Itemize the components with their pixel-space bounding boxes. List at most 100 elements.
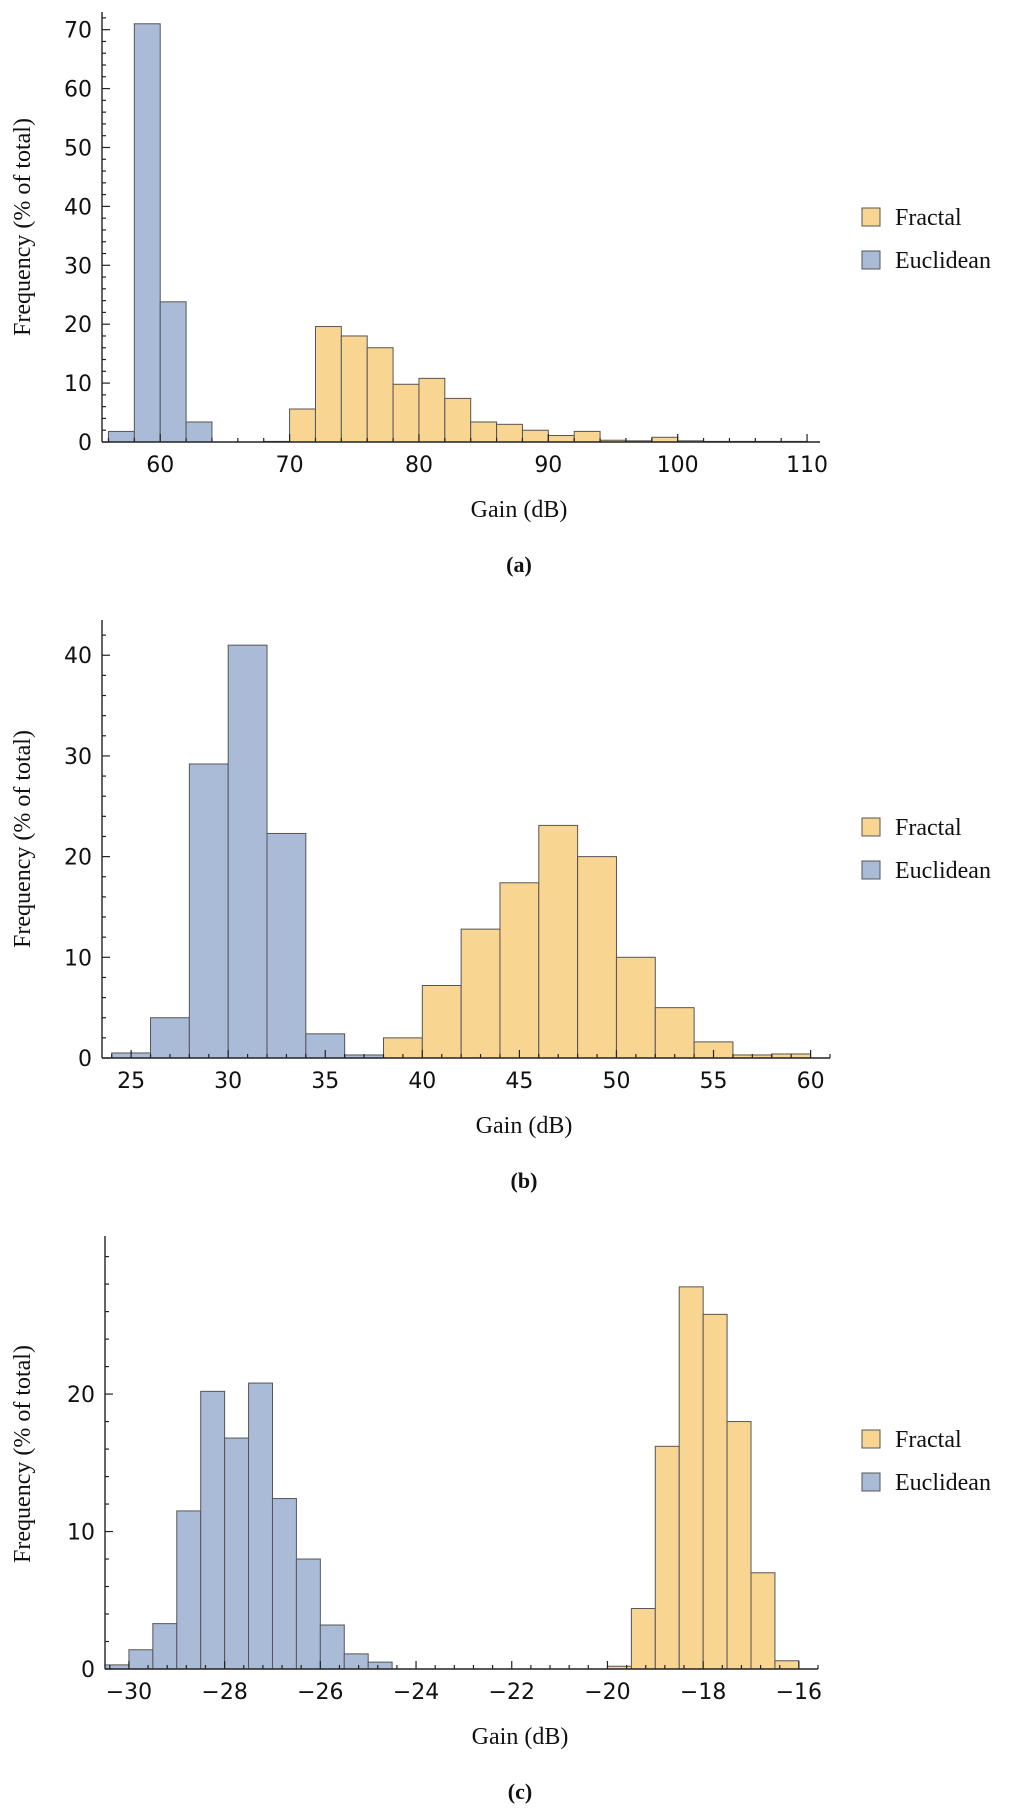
x-tick-label: −30 (106, 1680, 152, 1705)
x-tick-label: 55 (700, 1069, 728, 1094)
x-tick-label: 60 (146, 453, 174, 478)
y-tick-label: 30 (64, 745, 92, 770)
x-tick-label: 80 (405, 453, 433, 478)
bar-euclidean (128, 1649, 154, 1670)
panel-c-y-axis-title: Frequency (% of total) (10, 1345, 36, 1563)
legend-swatch-euclidean (861, 250, 881, 270)
y-tick-label: 0 (78, 1047, 92, 1072)
x-tick-label: −20 (584, 1680, 630, 1705)
bar-fractal (418, 377, 446, 443)
legend-swatch-euclidean (861, 1472, 881, 1492)
bar-fractal (314, 326, 342, 443)
x-tick-label: −22 (489, 1680, 535, 1705)
bar-euclidean (185, 421, 213, 443)
bar-fractal (444, 397, 472, 443)
legend-swatch-euclidean (861, 860, 881, 880)
bar-euclidean (133, 23, 161, 443)
bar-euclidean (176, 1510, 202, 1670)
panel-a-ticks: 60 70 80 90 100 110 0 10 20 30 40 50 60 70 (64, 17, 828, 478)
panel-c-x-axis-title: Gain (dB) (472, 1724, 569, 1750)
x-tick-label: 90 (534, 453, 562, 478)
bar-euclidean (343, 1653, 369, 1670)
panel-c-bars (104, 1286, 800, 1670)
legend-label-fractal: Fractal (895, 815, 962, 841)
bar-euclidean (150, 1017, 190, 1059)
bar-fractal (289, 408, 316, 443)
bar-fractal (702, 1313, 728, 1670)
x-tick-label: 110 (786, 453, 828, 478)
panel-a-caption: (a) (506, 552, 532, 577)
panel-b-x-axis-title: Gain (dB) (476, 1113, 573, 1139)
bar-fractal (774, 1660, 800, 1670)
bar-euclidean (266, 832, 307, 1059)
bar-euclidean (367, 1661, 393, 1670)
panel-b-bars (111, 644, 812, 1059)
legend-label-euclidean: Euclidean (895, 858, 991, 884)
legend-label-fractal: Fractal (895, 205, 962, 231)
x-tick-label: 45 (505, 1069, 533, 1094)
x-tick-label: 60 (797, 1069, 825, 1094)
bar-fractal (750, 1572, 776, 1670)
y-tick-label: 10 (64, 946, 92, 971)
y-tick-label: 20 (67, 1383, 95, 1408)
bar-fractal (470, 421, 498, 443)
bar-euclidean (200, 1390, 226, 1670)
y-tick-label: 60 (64, 78, 92, 103)
x-tick-label: 25 (117, 1069, 145, 1094)
bar-fractal (366, 347, 394, 443)
bar-fractal (573, 430, 601, 443)
panel-b-y-axis-title: Frequency (% of total) (10, 730, 36, 948)
bar-euclidean (271, 1498, 297, 1670)
bar-fractal (726, 1421, 752, 1670)
bar-fractal (577, 856, 617, 1059)
y-tick-label: 70 (64, 19, 92, 44)
x-tick-label: −24 (393, 1680, 439, 1705)
bar-fractal (340, 335, 368, 443)
bar-fractal (538, 824, 579, 1059)
y-tick-label: 50 (64, 136, 92, 161)
bar-fractal (392, 383, 420, 443)
y-tick-label: 30 (64, 254, 92, 279)
legend-label-euclidean: Euclidean (895, 248, 991, 274)
panel-c-caption: (c) (508, 1779, 532, 1804)
panel-c: −30 −28 −26 −24 −22 −20 −18 −16 0 10 20 Frequency … (10, 1236, 991, 1804)
legend-label-fractal: Fractal (895, 1427, 962, 1453)
bar-fractal (630, 1608, 656, 1670)
bar-euclidean (319, 1624, 345, 1670)
y-tick-label: 40 (64, 195, 92, 220)
bar-fractal (521, 429, 549, 443)
panel-b-caption: (b) (511, 1168, 538, 1193)
x-tick-label: 35 (311, 1069, 339, 1094)
x-tick-label: 40 (408, 1069, 436, 1094)
x-tick-label: −16 (776, 1680, 822, 1705)
panel-a: 60 70 80 90 100 110 0 10 20 30 40 50 60 70 Frequency … (10, 12, 991, 577)
x-tick-label: 100 (657, 453, 699, 478)
x-tick-label: −26 (297, 1680, 343, 1705)
bar-fractal (654, 1007, 695, 1059)
panel-b-ticks: 25 30 35 40 45 50 55 60 0 10 20 30 40 (64, 634, 831, 1094)
bar-euclidean (152, 1623, 178, 1670)
panel-c-ticks: −30 −28 −26 −24 −22 −20 −18 −16 0 10 20 (67, 1256, 822, 1705)
bar-euclidean (295, 1558, 321, 1670)
bar-euclidean (227, 644, 268, 1059)
x-tick-label: −28 (201, 1680, 247, 1705)
panel-c-legend: Fractal Euclidean (861, 1427, 991, 1496)
bar-euclidean (248, 1382, 273, 1670)
bar-fractal (496, 423, 523, 443)
y-tick-label: 0 (78, 431, 92, 456)
panel-a-bars (107, 23, 808, 443)
bar-fractal (421, 985, 462, 1059)
panel-b: 25 30 35 40 45 50 55 60 0 10 20 30 40 Frequency (% o… (10, 620, 991, 1193)
x-tick-label: −18 (680, 1680, 726, 1705)
y-tick-label: 20 (64, 313, 92, 338)
y-tick-label: 10 (67, 1521, 95, 1546)
x-tick-label: 70 (276, 453, 304, 478)
legend-swatch-fractal (861, 207, 881, 227)
x-tick-label: 50 (602, 1069, 630, 1094)
legend-label-euclidean: Euclidean (895, 1470, 991, 1496)
bar-euclidean (188, 763, 229, 1059)
y-tick-label: 10 (64, 372, 92, 397)
x-tick-label: 30 (214, 1069, 242, 1094)
bar-fractal (499, 882, 540, 1059)
